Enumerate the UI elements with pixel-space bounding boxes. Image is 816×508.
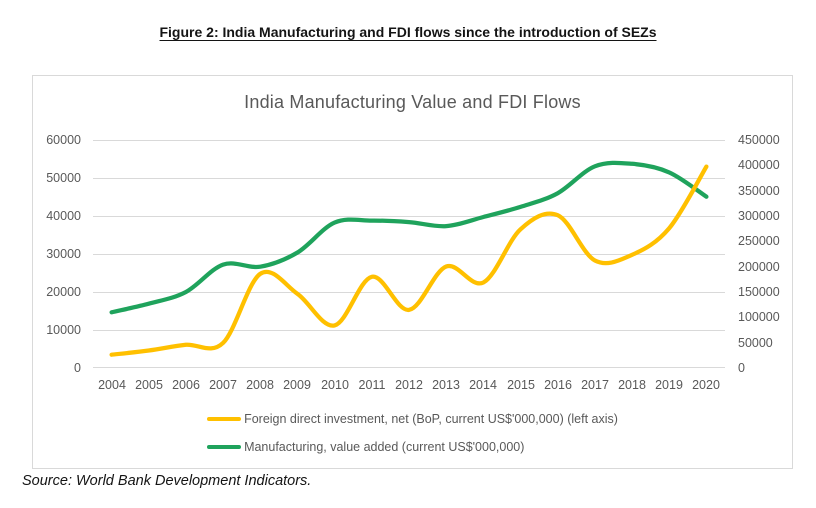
x-axis-label: 2018 [618, 378, 646, 392]
x-axis-label: 2019 [655, 378, 683, 392]
line-chart-plot-area [93, 140, 725, 368]
left-axis-label: 10000 [46, 323, 81, 337]
legend-item: Foreign direct investment, net (BoP, cur… [207, 410, 618, 428]
x-axis-label: 2008 [246, 378, 274, 392]
right-axis-label: 250000 [738, 234, 780, 248]
x-axis-label: 2020 [692, 378, 720, 392]
x-axis-label: 2017 [581, 378, 609, 392]
x-axis-label: 2012 [395, 378, 423, 392]
legend-line-swatch [207, 416, 242, 422]
chart-frame: India Manufacturing Value and FDI Flows … [32, 75, 793, 469]
x-axis-label: 2006 [172, 378, 200, 392]
x-axis-label: 2011 [358, 378, 386, 392]
legend-line-swatch [207, 444, 242, 450]
source-note: Source: World Bank Development Indicator… [22, 473, 312, 489]
series-line-manufacturing [109, 160, 709, 315]
left-axis-label: 40000 [46, 209, 81, 223]
x-axis-label: 2016 [544, 378, 572, 392]
right-axis-label: 100000 [738, 310, 780, 324]
left-axis-label: 50000 [46, 171, 81, 185]
right-axis-label: 450000 [738, 133, 780, 147]
legend-label: Manufacturing, value added (current US$'… [244, 440, 525, 454]
legend-entries: Foreign direct investment, net (BoP, cur… [207, 410, 618, 466]
x-axis-label: 2014 [469, 378, 497, 392]
right-axis-label: 200000 [738, 260, 780, 274]
left-axis-label: 0 [74, 361, 81, 375]
right-axis-label: 400000 [738, 158, 780, 172]
x-axis-label: 2013 [432, 378, 460, 392]
figure-caption: Figure 2: India Manufacturing and FDI fl… [159, 24, 657, 40]
left-axis-label: 60000 [46, 133, 81, 147]
series-line-fdi [109, 164, 709, 357]
x-axis-label: 2009 [283, 378, 311, 392]
legend-label: Foreign direct investment, net (BoP, cur… [244, 412, 618, 426]
right-axis-label: 300000 [738, 209, 780, 223]
right-axis-label: 0 [738, 361, 745, 375]
right-axis-label: 350000 [738, 184, 780, 198]
x-axis-label: 2004 [98, 378, 126, 392]
chart-title: India Manufacturing Value and FDI Flows [244, 92, 581, 112]
x-axis-label: 2010 [321, 378, 349, 392]
legend-item: Manufacturing, value added (current US$'… [207, 438, 524, 456]
left-axis-label: 30000 [46, 247, 81, 261]
left-axis-label: 20000 [46, 285, 81, 299]
x-axis-label: 2015 [507, 378, 535, 392]
legend: Foreign direct investment, net (BoP, cur… [33, 410, 792, 466]
right-axis-label: 150000 [738, 285, 780, 299]
x-axis-label: 2007 [209, 378, 237, 392]
x-axis-label: 2005 [135, 378, 163, 392]
right-axis-label: 50000 [738, 336, 773, 350]
